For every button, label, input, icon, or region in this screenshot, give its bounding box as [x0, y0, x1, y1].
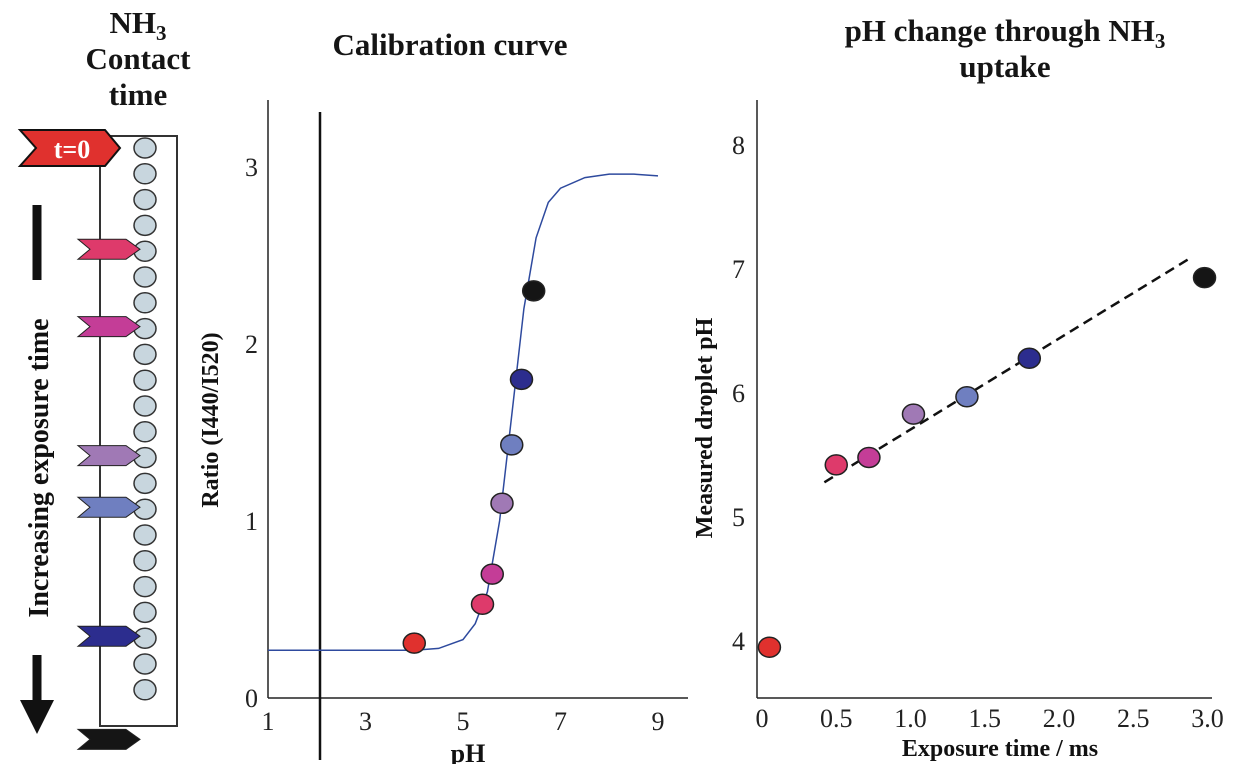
up-y-tick-label: 8 [732, 131, 745, 160]
droplet [133, 214, 157, 237]
contact-time-title: NH3 Contact time [58, 5, 218, 113]
up-data-point [1017, 347, 1042, 370]
up-data-point [857, 446, 881, 469]
up-y-tick-labels: 4 5 6 7 8 [732, 131, 745, 656]
contact-title-subscript: 3 [156, 21, 167, 45]
uptake-title-pre: pH change through NH [844, 13, 1155, 48]
cal-x-tick-labels: 1 3 5 7 9 [262, 707, 665, 736]
calibration-chart-title: Calibration curve [332, 27, 568, 62]
up-x-tick-label: 3.0 [1191, 704, 1224, 733]
cal-y-tick-label: 0 [245, 684, 258, 713]
up-x-axis-label: Exposure time / ms [902, 736, 1098, 762]
droplet [133, 369, 157, 391]
cal-data-points [402, 280, 546, 654]
droplet [133, 550, 157, 572]
up-data-point [955, 385, 979, 408]
droplet-column [133, 137, 157, 701]
droplet [133, 137, 157, 159]
contact-time-panel: t=0 Increasing exposure time [17, 129, 178, 750]
up-x-tick-label: 1.5 [969, 704, 1002, 733]
droplet [133, 163, 157, 185]
arrow-label: Increasing exposure time [24, 318, 55, 617]
droplet [133, 575, 157, 598]
up-y-axis-label: Measured droplet pH [692, 317, 718, 538]
up-x-tick-label: 2.5 [1117, 704, 1150, 733]
uptake-title-subscript: 3 [1154, 29, 1166, 53]
uptake-chart-title: pH change through NH3 uptake [745, 13, 1233, 85]
up-y-tick-label: 7 [732, 255, 745, 284]
contact-title-nh: NH [109, 5, 157, 40]
exposure-flag-icon [76, 728, 141, 750]
droplet-markers [76, 238, 141, 750]
up-x-tick-labels: 0 0.5 1.0 1.5 2.0 2.5 3.0 [756, 704, 1224, 733]
droplet [133, 343, 157, 366]
contact-title-line3: time [108, 77, 168, 112]
droplet [133, 266, 157, 288]
cal-x-tick-label: 7 [554, 707, 567, 736]
droplet [133, 472, 157, 495]
contact-title-line2: Contact [85, 41, 191, 76]
up-data-point [824, 454, 848, 476]
up-y-tick-label: 4 [732, 627, 745, 656]
cal-data-point [509, 368, 534, 391]
up-trendline [823, 255, 1194, 484]
cal-y-axis-label: Ratio (I440/I520) [198, 332, 224, 507]
droplet [133, 292, 157, 314]
exposure-flag-icon [76, 238, 141, 260]
droplet [133, 601, 157, 624]
up-x-tick-label: 0 [756, 704, 769, 733]
uptake-title-post: uptake [959, 49, 1051, 84]
cal-fit-curve [268, 173, 659, 651]
t0-start-marker: t=0 [17, 129, 122, 167]
droplet [133, 188, 157, 211]
cal-data-point [470, 593, 495, 615]
exposure-flag-icon [76, 625, 141, 647]
cal-x-tick-label: 5 [457, 707, 470, 736]
up-data-points [757, 266, 1217, 658]
up-x-tick-label: 0.5 [820, 704, 853, 733]
up-x-tick-label: 1.0 [894, 704, 927, 733]
cal-data-point [490, 492, 514, 515]
droplet [133, 421, 157, 443]
up-x-tick-label: 2.0 [1043, 704, 1076, 733]
cal-x-tick-label: 3 [359, 707, 372, 736]
start-arrow-icon [17, 129, 122, 167]
cal-data-point [521, 280, 546, 302]
uptake-chart: 4 5 6 7 8 0 0.5 1.0 1.5 2.0 2.5 3.0 Exposure time … [692, 100, 1224, 762]
cal-data-point [402, 632, 426, 654]
cal-data-point [480, 563, 504, 585]
up-data-point [1192, 266, 1217, 289]
cal-x-tick-label: 9 [652, 707, 665, 736]
up-y-tick-label: 5 [732, 503, 745, 532]
cal-x-tick-label: 1 [262, 707, 275, 736]
up-y-tick-label: 6 [732, 379, 745, 408]
up-data-point [757, 636, 782, 658]
exposure-flag-icon [76, 445, 141, 467]
up-data-point [901, 403, 926, 425]
start-label: t=0 [54, 135, 90, 164]
droplet [133, 653, 157, 675]
cal-y-tick-label: 1 [245, 507, 258, 536]
droplet [133, 524, 157, 546]
exposure-flag-icon [76, 496, 141, 518]
cal-x-axis-label: pH [451, 739, 486, 764]
cal-y-tick-labels: 0 1 2 3 [245, 153, 258, 713]
down-arrow-icon [20, 700, 54, 734]
droplet [133, 395, 157, 417]
cal-y-tick-label: 2 [245, 330, 258, 359]
cal-data-point [500, 434, 524, 456]
droplet [133, 679, 157, 701]
exposure-flag-icon [76, 316, 141, 338]
increasing-exposure-arrow: Increasing exposure time [20, 205, 55, 734]
cal-y-tick-label: 3 [245, 153, 258, 182]
